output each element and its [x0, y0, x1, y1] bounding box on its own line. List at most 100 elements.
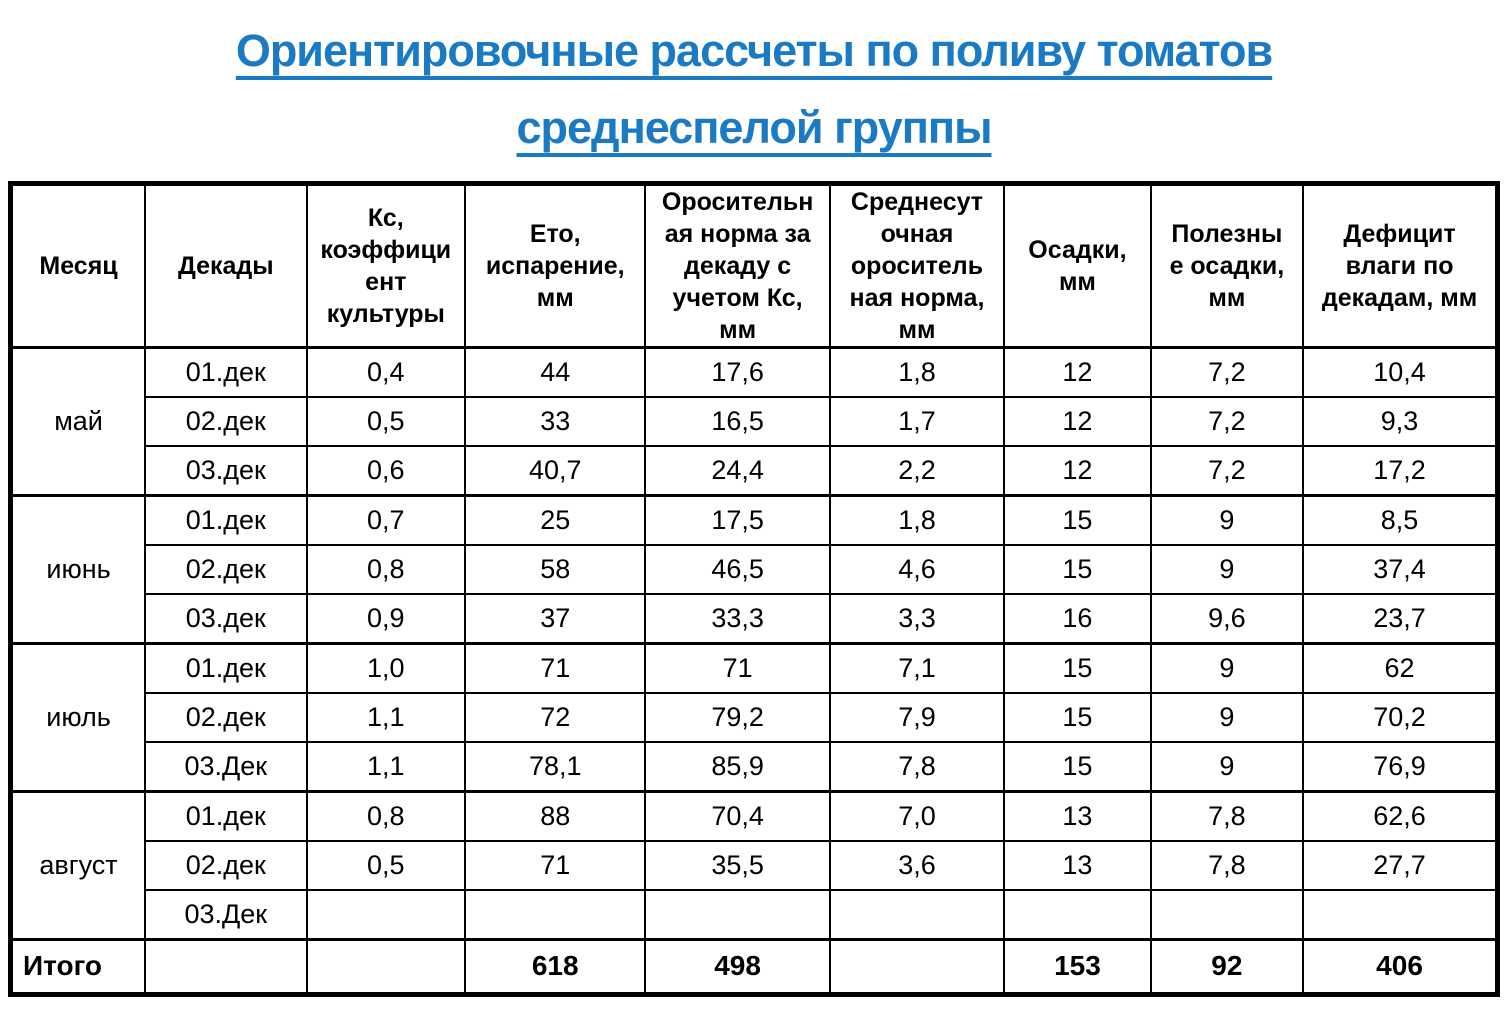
value-cell: 44: [464, 345, 647, 398]
page-title-line-1: Ориентировочные рассчеты по поливу томат…: [0, 12, 1508, 89]
value-cell: 7,2: [1149, 345, 1305, 398]
value-cell: 37: [464, 592, 647, 645]
value-cell: 17,5: [644, 493, 831, 546]
value-cell: 71: [464, 839, 647, 891]
value-cell: 7,2: [1149, 395, 1305, 447]
value-cell: [305, 888, 467, 941]
value-cell: 13: [1003, 839, 1152, 891]
decade-cell: 01.дек: [144, 641, 308, 694]
total-value-cell: 618: [464, 937, 647, 996]
total-label: Итого: [9, 937, 147, 996]
decade-cell: 03.Дек: [144, 888, 308, 941]
value-cell: 70,2: [1302, 691, 1499, 743]
value-cell: 33: [464, 395, 647, 447]
table-header: Месяц Декады Кс, коэффици ент культуры Е…: [9, 182, 1499, 349]
month-cell: июнь: [9, 493, 147, 645]
header-kc-coefficient: Кс, коэффици ент культуры: [305, 182, 467, 349]
table-row: июнь 01.дек 0,7 25 17,5 1,8 15 9 8,5: [9, 493, 1499, 645]
value-cell: 7,2: [1149, 444, 1305, 497]
value-cell: 1,7: [828, 395, 1006, 447]
value-cell: 0,6: [305, 444, 467, 497]
value-cell: 40,7: [464, 444, 647, 497]
value-cell: 0,5: [305, 839, 467, 891]
value-cell: 23,7: [1302, 592, 1499, 645]
page-title-text-1: Ориентировочные рассчеты по поливу томат…: [235, 25, 1273, 76]
value-cell: 4,6: [828, 543, 1006, 595]
value-cell: 13: [1003, 789, 1152, 842]
decade-cell: 02.дек: [144, 691, 308, 743]
value-cell: 17,2: [1302, 444, 1499, 497]
header-precipitation: Осадки, мм: [1003, 182, 1152, 349]
value-cell: 7,1: [828, 641, 1006, 694]
value-cell: 71: [464, 641, 647, 694]
value-cell: 0,8: [305, 543, 467, 595]
value-cell: [1003, 888, 1152, 941]
decade-cell: 03.Дек: [144, 740, 308, 793]
value-cell: 7,0: [828, 789, 1006, 842]
value-cell: [464, 888, 647, 941]
value-cell: 17,6: [644, 345, 831, 398]
value-cell: 1,1: [305, 691, 467, 743]
table-row: 02.дек 1,1 72 79,2 7,9 15 9 70,2: [11, 691, 1499, 743]
value-cell: 58: [464, 543, 647, 595]
header-irrigation-norm-decade: Оросительн ая норма за декаду с учетом К…: [644, 182, 831, 349]
value-cell: 3,6: [828, 839, 1006, 891]
value-cell: 9: [1149, 740, 1305, 793]
total-value-cell: 406: [1302, 937, 1499, 996]
page-title-text-2: среднеспелой группы: [516, 102, 992, 154]
value-cell: 9: [1149, 641, 1305, 694]
value-cell: 9,3: [1302, 395, 1499, 447]
value-cell: [828, 888, 1006, 941]
value-cell: [1302, 888, 1499, 941]
month-cell: май: [9, 345, 147, 497]
value-cell: 0,5: [305, 395, 467, 447]
value-cell: 24,4: [644, 444, 831, 497]
total-value-cell: 498: [644, 937, 831, 996]
value-cell: 1,8: [828, 345, 1006, 398]
header-decades: Декады: [144, 182, 308, 349]
value-cell: 12: [1003, 345, 1152, 398]
table-row: 02.дек 0,5 33 16,5 1,7 12 7,2 9,3: [11, 395, 1499, 447]
value-cell: 15: [1003, 740, 1152, 793]
header-useful-precipitation: Полезны е осадки, мм: [1149, 182, 1305, 349]
value-cell: 0,7: [305, 493, 467, 546]
value-cell: 12: [1003, 395, 1152, 447]
value-cell: 1,8: [828, 493, 1006, 546]
value-cell: 62,6: [1302, 789, 1499, 842]
total-value-cell: [305, 937, 467, 996]
value-cell: 1,1: [305, 740, 467, 793]
total-value-cell: 153: [1003, 937, 1152, 996]
table-row: 03.дек 0,6 40,7 24,4 2,2 12 7,2 17,2: [11, 444, 1499, 497]
table-row: 02.дек 0,8 58 46,5 4,6 15 9 37,4: [11, 543, 1499, 595]
value-cell: 33,3: [644, 592, 831, 645]
value-cell: 85,9: [644, 740, 831, 793]
value-cell: 35,5: [644, 839, 831, 891]
value-cell: [1149, 888, 1305, 941]
total-decade-cell: [144, 937, 308, 996]
decade-cell: 02.дек: [144, 543, 308, 595]
table-body: май 01.дек 0,4 44 17,6 1,8 12 7,2 10,4 02.дек 0,5 3…: [9, 345, 1499, 996]
value-cell: 7,8: [828, 740, 1006, 793]
table-row: май 01.дек 0,4 44 17,6 1,8 12 7,2 10,4: [9, 345, 1499, 497]
value-cell: 46,5: [644, 543, 831, 595]
table-row: июль 01.дек 1,0 71 71 7,1 15 9 62: [9, 641, 1499, 793]
page-title-line-2: среднеспелой группы: [0, 89, 1508, 166]
value-cell: 79,2: [644, 691, 831, 743]
decade-cell: 03.дек: [144, 444, 308, 497]
value-cell: 72: [464, 691, 647, 743]
value-cell: 25: [464, 493, 647, 546]
decade-cell: 01.дек: [144, 789, 308, 842]
value-cell: 9,6: [1149, 592, 1305, 645]
value-cell: 1,0: [305, 641, 467, 694]
value-cell: [644, 888, 831, 941]
value-cell: 27,7: [1302, 839, 1499, 891]
value-cell: 16: [1003, 592, 1152, 645]
value-cell: 0,4: [305, 345, 467, 398]
value-cell: 0,9: [305, 592, 467, 645]
header-row: Месяц Декады Кс, коэффици ент культуры Е…: [9, 182, 1499, 349]
month-cell: июль: [9, 641, 147, 793]
value-cell: 15: [1003, 493, 1152, 546]
decade-cell: 01.дек: [144, 493, 308, 546]
value-cell: 0,8: [305, 789, 467, 842]
value-cell: 15: [1003, 641, 1152, 694]
